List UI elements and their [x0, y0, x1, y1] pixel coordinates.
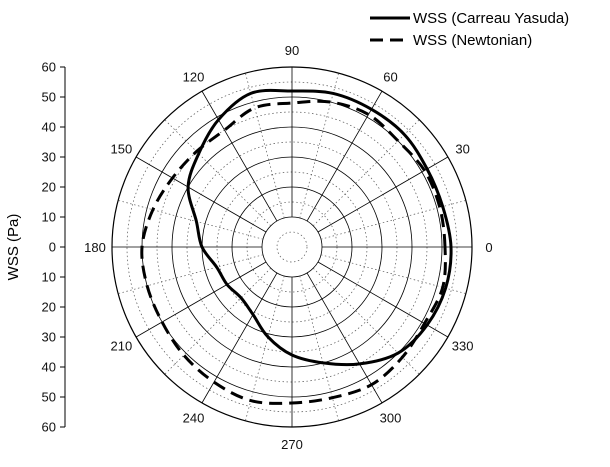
series-line-1	[186, 88, 453, 367]
radial-tick-label: 10	[42, 270, 56, 285]
angle-labels: 0 30 60 90 120 150 180 210 240 270 300 330	[84, 43, 492, 452]
angle-tick-label: 240	[183, 411, 205, 426]
angle-tick-label: 330	[452, 339, 474, 354]
polar-grid	[111, 66, 473, 428]
radial-tick-label: 60	[42, 420, 56, 435]
grid-spoke-minor	[299, 73, 339, 219]
radial-tick-label: 40	[42, 360, 56, 375]
radial-tick-label: 20	[42, 180, 56, 195]
y-axis-label: WSS (Pa)	[5, 214, 22, 281]
angle-tick-label: 120	[183, 69, 205, 84]
radial-tick-label: 20	[42, 300, 56, 315]
angle-tick-label: 150	[111, 142, 133, 157]
series-line-2	[140, 99, 447, 405]
radial-tick-label: 0	[49, 240, 56, 255]
grid-spoke-minor	[164, 119, 272, 227]
grid-spoke-minor	[312, 267, 420, 375]
radial-tick-label: 60	[42, 60, 56, 75]
grid-spoke	[135, 156, 267, 233]
radial-axis: 0 10 10 20 20 30 30 40 40 50 50 60 60	[42, 60, 66, 435]
grid-spoke-minor	[118, 200, 264, 240]
angle-tick-label: 0	[485, 240, 492, 255]
grid-spoke	[306, 272, 383, 404]
radial-tick-label: 50	[42, 90, 56, 105]
grid-spoke	[201, 272, 278, 404]
radial-tick-label: 30	[42, 330, 56, 345]
grid-circle	[261, 216, 323, 278]
angle-tick-label: 300	[380, 411, 402, 426]
radial-tick-label: 10	[42, 210, 56, 225]
grid-spoke-minor	[118, 254, 264, 294]
radial-tick-label: 50	[42, 390, 56, 405]
legend: WSS (Carreau Yasuda) WSS (Newtonian)	[370, 10, 569, 49]
legend-label-2: WSS (Newtonian)	[413, 32, 532, 49]
radial-tick-label: 30	[42, 150, 56, 165]
angle-tick-label: 30	[455, 142, 469, 157]
angle-tick-label: 180	[84, 240, 106, 255]
angle-tick-label: 60	[383, 69, 397, 84]
grid-spoke-minor	[312, 119, 420, 227]
grid-circle-minor	[276, 231, 308, 263]
grid-spoke	[201, 90, 278, 222]
angle-tick-label: 270	[281, 437, 303, 452]
grid-spoke-minor	[164, 267, 272, 375]
grid-spoke-minor	[245, 73, 285, 219]
radial-tick-label: 40	[42, 120, 56, 135]
angle-tick-label: 210	[111, 339, 133, 354]
series-layer	[140, 88, 453, 405]
grid-spoke	[306, 90, 383, 222]
angle-tick-label: 90	[285, 43, 299, 58]
grid-spoke	[135, 261, 267, 338]
grid-spoke-minor	[245, 275, 285, 421]
legend-label-1: WSS (Carreau Yasuda)	[413, 10, 569, 27]
